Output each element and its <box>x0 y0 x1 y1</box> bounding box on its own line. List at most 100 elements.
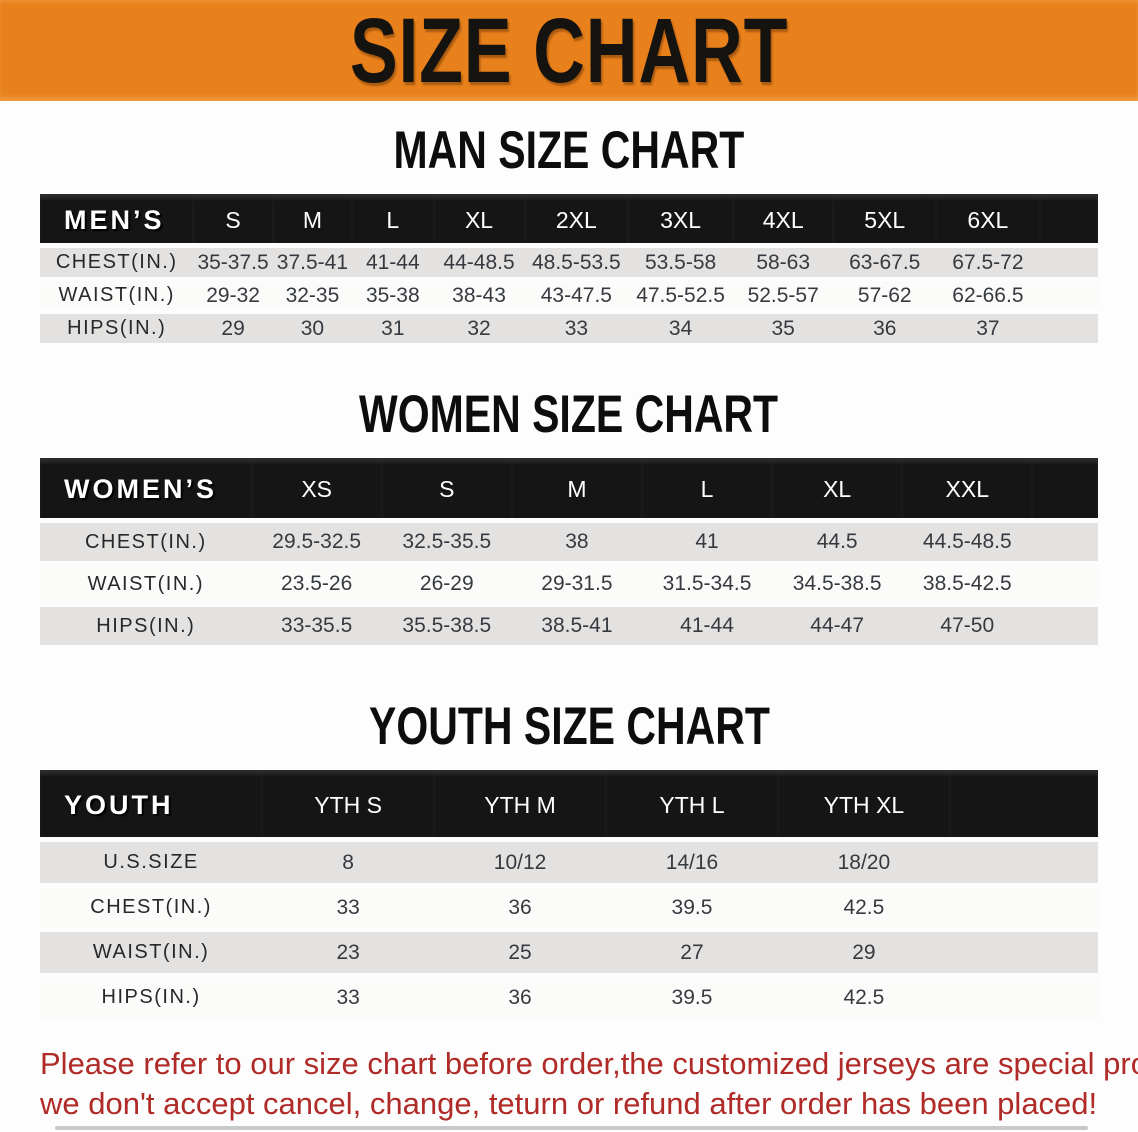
table-row: WAIST(IN.) 29-32 32-35 35-38 38-43 43-47.5 47.… <box>40 279 1098 314</box>
row-spacer-cell <box>949 930 1098 977</box>
size-value: 52.5-57 <box>732 279 834 314</box>
size-value: 33 <box>524 312 629 347</box>
size-value: 58-63 <box>732 245 834 281</box>
row-label: HIPS(IN.) <box>40 605 252 649</box>
table-row: HIPS(IN.) 29 30 31 32 33 34 35 36 37 <box>40 312 1098 347</box>
row-spacer-cell <box>1039 245 1098 281</box>
table-row: HIPS(IN.) 33 36 39.5 42.5 <box>40 975 1098 1022</box>
size-value: 38-43 <box>433 279 525 314</box>
size-value: 47-50 <box>902 605 1033 649</box>
table-row: WAIST(IN.) 23 25 27 29 <box>40 930 1098 977</box>
header-spacer-cell <box>949 770 1098 842</box>
row-label: CHEST(IN.) <box>40 245 194 281</box>
size-value: 44-48.5 <box>433 245 525 281</box>
row-spacer-cell <box>949 885 1098 932</box>
size-value: 44.5 <box>772 520 903 565</box>
section-youth: YOUTH SIZE CHART YOUTH YTH S YTH M YTH L YTH… <box>0 696 1138 1022</box>
size-value: 36 <box>833 312 937 347</box>
disclaimer-line-1: Please refer to our size chart before or… <box>40 1046 1138 1081</box>
size-value: 14/16 <box>606 839 778 887</box>
size-value: 37.5-41 <box>272 245 353 281</box>
size-column-header: YTH M <box>434 770 607 842</box>
size-value: 41-44 <box>352 245 434 281</box>
section-women: WOMEN SIZE CHART WOMEN’S XS S M L XL XXL CHEST(… <box>0 384 1138 649</box>
size-value: 48.5-53.5 <box>524 245 629 281</box>
size-column-header: XL <box>433 194 525 248</box>
size-value: 26-29 <box>381 563 512 607</box>
size-column-header: 5XL <box>833 194 937 248</box>
size-value: 18/20 <box>777 839 950 887</box>
women-size-table: WOMEN’S XS S M L XL XXL CHEST(IN.) 29.5-32.5 32.5… <box>40 458 1098 649</box>
size-value: 35 <box>732 312 834 347</box>
size-value: 29-32 <box>193 279 273 314</box>
table-row: WAIST(IN.) 23.5-26 26-29 29-31.5 31.5-34.5 34… <box>40 563 1098 607</box>
size-value: 30 <box>272 312 353 347</box>
section-men: MAN SIZE CHART MEN’S S M L XL 2XL 3XL 4XL 5XL 6XL… <box>0 120 1138 347</box>
size-column-header: L <box>352 194 434 248</box>
size-value: 31.5-34.5 <box>641 563 773 607</box>
size-value: 31 <box>352 312 434 347</box>
size-value: 25 <box>434 930 607 977</box>
size-value: 62-66.5 <box>936 279 1040 314</box>
youth-section-heading: YOUTH SIZE CHART <box>368 696 770 756</box>
size-value: 36 <box>434 885 607 932</box>
size-value: 35-37.5 <box>193 245 273 281</box>
size-value: 32-35 <box>272 279 353 314</box>
row-spacer-cell <box>1032 563 1098 607</box>
size-value: 34 <box>628 312 733 347</box>
row-spacer-cell <box>1039 279 1098 314</box>
header-spacer-cell <box>1039 194 1098 248</box>
table-title-cell: WOMEN’S <box>40 458 252 523</box>
table-row: HIPS(IN.) 33-35.5 35.5-38.5 38.5-41 41-44 44-… <box>40 605 1098 649</box>
size-value: 57-62 <box>833 279 937 314</box>
table-title-cell: MEN’S <box>40 194 194 248</box>
table-row: CHEST(IN.) 35-37.5 37.5-41 41-44 44-48.5 48.5… <box>40 245 1098 281</box>
row-label: CHEST(IN.) <box>40 520 252 565</box>
size-column-header: S <box>193 194 273 248</box>
size-value: 33-35.5 <box>251 605 382 649</box>
size-value: 35.5-38.5 <box>381 605 512 649</box>
row-label: CHEST(IN.) <box>40 885 263 932</box>
size-value: 34.5-38.5 <box>772 563 903 607</box>
size-value: 42.5 <box>777 885 950 932</box>
size-column-header: 6XL <box>936 194 1040 248</box>
size-value: 23.5-26 <box>251 563 382 607</box>
size-table-header-row: WOMEN’S XS S M L XL XXL <box>40 458 1098 523</box>
size-value: 27 <box>606 930 778 977</box>
size-value: 29 <box>777 930 950 977</box>
size-value: 67.5-72 <box>936 245 1040 281</box>
size-column-header: YTH L <box>606 770 778 842</box>
size-value: 29-31.5 <box>511 563 642 607</box>
men-section-heading: MAN SIZE CHART <box>393 120 745 180</box>
size-value: 38.5-41 <box>511 605 642 649</box>
size-column-header: YTH XL <box>777 770 950 842</box>
size-value: 32.5-35.5 <box>381 520 512 565</box>
men-size-table: MEN’S S M L XL 2XL 3XL 4XL 5XL 6XL CHEST(IN.) 35-37… <box>40 194 1098 347</box>
row-spacer-cell <box>1039 312 1098 347</box>
women-section-heading: WOMEN SIZE CHART <box>359 384 779 444</box>
order-disclaimer: Please refer to our size chart before or… <box>40 1044 1138 1124</box>
row-label: HIPS(IN.) <box>40 975 263 1022</box>
size-value: 38.5-42.5 <box>902 563 1033 607</box>
size-value: 35-38 <box>352 279 434 314</box>
table-row: U.S.SIZE 8 10/12 14/16 18/20 <box>40 839 1098 887</box>
size-column-header: 2XL <box>524 194 629 248</box>
size-value: 29.5-32.5 <box>251 520 382 565</box>
size-column-header: 4XL <box>732 194 834 248</box>
size-table-header-row: YOUTH YTH S YTH M YTH L YTH XL <box>40 770 1098 842</box>
size-value: 39.5 <box>606 885 778 932</box>
size-value: 63-67.5 <box>833 245 937 281</box>
banner: SIZE CHART <box>0 0 1138 101</box>
row-label: WAIST(IN.) <box>40 279 194 314</box>
size-column-header: XXL <box>902 458 1033 523</box>
table-row: CHEST(IN.) 33 36 39.5 42.5 <box>40 885 1098 932</box>
size-value: 33 <box>262 885 435 932</box>
bottom-divider <box>55 1126 1088 1130</box>
row-label: U.S.SIZE <box>40 839 263 887</box>
size-column-header: M <box>272 194 353 248</box>
size-value: 47.5-52.5 <box>628 279 733 314</box>
size-value: 32 <box>433 312 525 347</box>
row-label: WAIST(IN.) <box>40 930 263 977</box>
size-value: 8 <box>262 839 435 887</box>
